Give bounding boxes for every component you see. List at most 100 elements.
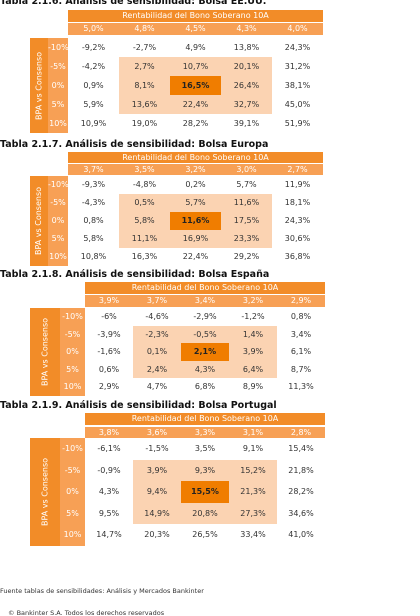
table-title: Tabla 2.1.8. Análisis de sensibilidad: B… [0, 269, 270, 280]
cell: 8,1% [119, 76, 170, 95]
cell: 21,3% [229, 481, 277, 503]
cell: 3,5% [194, 444, 216, 453]
rate: 3,0% [221, 164, 272, 175]
cell: 24,3% [284, 43, 311, 52]
row-axis-label: BPA vs Consenso [30, 438, 60, 546]
cell: 3,9% [229, 343, 277, 361]
cell: 4,7% [146, 382, 168, 391]
cell: 2,7% [119, 57, 170, 76]
cell: 14,9% [133, 502, 181, 524]
cell: 11,3% [288, 382, 314, 391]
copyright: © Bankinter S.A. Todos los derechos rese… [8, 609, 165, 616]
cell: 8,9% [242, 382, 264, 391]
cell: 0,8% [83, 216, 104, 225]
cell: 10,9% [80, 119, 107, 128]
rate: 4,0% [272, 23, 323, 35]
row-label: -10% [48, 38, 69, 57]
rate: 2,8% [277, 427, 325, 438]
cell: 41,0% [288, 530, 314, 539]
cell: 16,9% [170, 230, 221, 248]
cell: -1,6% [97, 347, 121, 356]
cell: 6,8% [194, 382, 216, 391]
cell: 20,8% [181, 502, 229, 524]
cell: -3,9% [97, 329, 121, 339]
rate: 3,2% [229, 295, 277, 307]
rate: 3,6% [133, 427, 181, 438]
cell: 0,2% [185, 180, 206, 189]
cell: 6,1% [290, 347, 312, 356]
cell: -0,5% [181, 325, 229, 343]
cell: 0,9% [83, 81, 104, 90]
cell: 24,3% [284, 216, 311, 225]
cell: 34,6% [288, 508, 314, 518]
row-axis-label: BPA vs Consenso [30, 308, 60, 396]
cell: 14,7% [96, 530, 122, 539]
cell: 28,2% [182, 119, 209, 128]
cell: 9,4% [133, 481, 181, 503]
row-label: 5% [48, 95, 68, 114]
cell: 4,3% [181, 360, 229, 378]
cell: 11,6% [221, 194, 272, 212]
row-label: -10% [48, 176, 69, 194]
cell: 20,1% [221, 57, 272, 76]
cell: 17,5% [221, 212, 272, 230]
table-title: Tabla 2.1.7. Análisis de sensibilidad: B… [0, 139, 269, 150]
cell: 11,1% [119, 230, 170, 248]
row-axis-label: BPA vs Consenso [30, 38, 48, 133]
rate: 3,1% [229, 427, 277, 438]
cell: 16,5% [170, 76, 221, 95]
cell: 28,2% [288, 487, 314, 496]
cell: 11,9% [284, 180, 311, 189]
cell: 38,1% [284, 81, 311, 90]
row-label: 5% [60, 502, 85, 524]
header: Rentabilidad del Bono Soberano 10A [85, 282, 325, 294]
rate: 3,7% [68, 164, 119, 175]
cell: 13,6% [119, 95, 170, 114]
rate: 3,2% [170, 164, 221, 175]
cell: -6,1% [97, 444, 121, 453]
rate: 2,7% [272, 164, 323, 175]
cell: -1,5% [145, 444, 169, 453]
cell: -4,6% [145, 312, 169, 321]
cell: 21,8% [288, 465, 314, 475]
header: Rentabilidad del Bono Soberano 10A [68, 10, 323, 22]
cell: 19,0% [131, 119, 158, 128]
cell: 45,0% [284, 100, 311, 109]
cell: -4,8% [132, 180, 157, 189]
cell: 9,3% [181, 459, 229, 481]
cell: 8,7% [290, 364, 312, 374]
row-label: -10% [60, 438, 85, 460]
row-label: -5% [60, 459, 85, 481]
cell: 26,5% [192, 530, 218, 539]
rate: 5,0% [68, 23, 119, 35]
cell: -2,7% [132, 43, 157, 52]
rate: 3,5% [119, 164, 170, 175]
row-label: 10% [48, 114, 68, 133]
cell: 2,1% [181, 343, 229, 361]
cell: -9,3% [81, 180, 106, 189]
cell: 6,4% [229, 360, 277, 378]
cell: 4,3% [98, 487, 120, 496]
cell: 27,3% [229, 502, 277, 524]
cell: 15,4% [288, 444, 314, 453]
cell: 2,4% [133, 360, 181, 378]
cell: -6% [101, 312, 117, 321]
row-label: -10% [60, 308, 85, 326]
cell: 5,7% [170, 194, 221, 212]
cell: 0,6% [98, 364, 120, 374]
source: Fuente tablas de sensibilidades: Análisi… [0, 587, 204, 595]
cell: 3,4% [290, 329, 312, 339]
row-label: 10% [60, 378, 85, 396]
cell: 5,9% [83, 100, 104, 109]
cell: 36,8% [284, 252, 311, 261]
cell: 5,8% [119, 212, 170, 230]
cell: 4,9% [185, 43, 206, 52]
rate: 4,8% [119, 23, 170, 35]
rate: 3,8% [85, 427, 133, 438]
cell: 0,5% [119, 194, 170, 212]
row-label: -5% [48, 57, 68, 76]
cell: 23,3% [221, 230, 272, 248]
table-title: Tabla 2.1.6. Análisis de sensibilidad: B… [0, 0, 267, 7]
cell: 0,8% [290, 312, 312, 321]
